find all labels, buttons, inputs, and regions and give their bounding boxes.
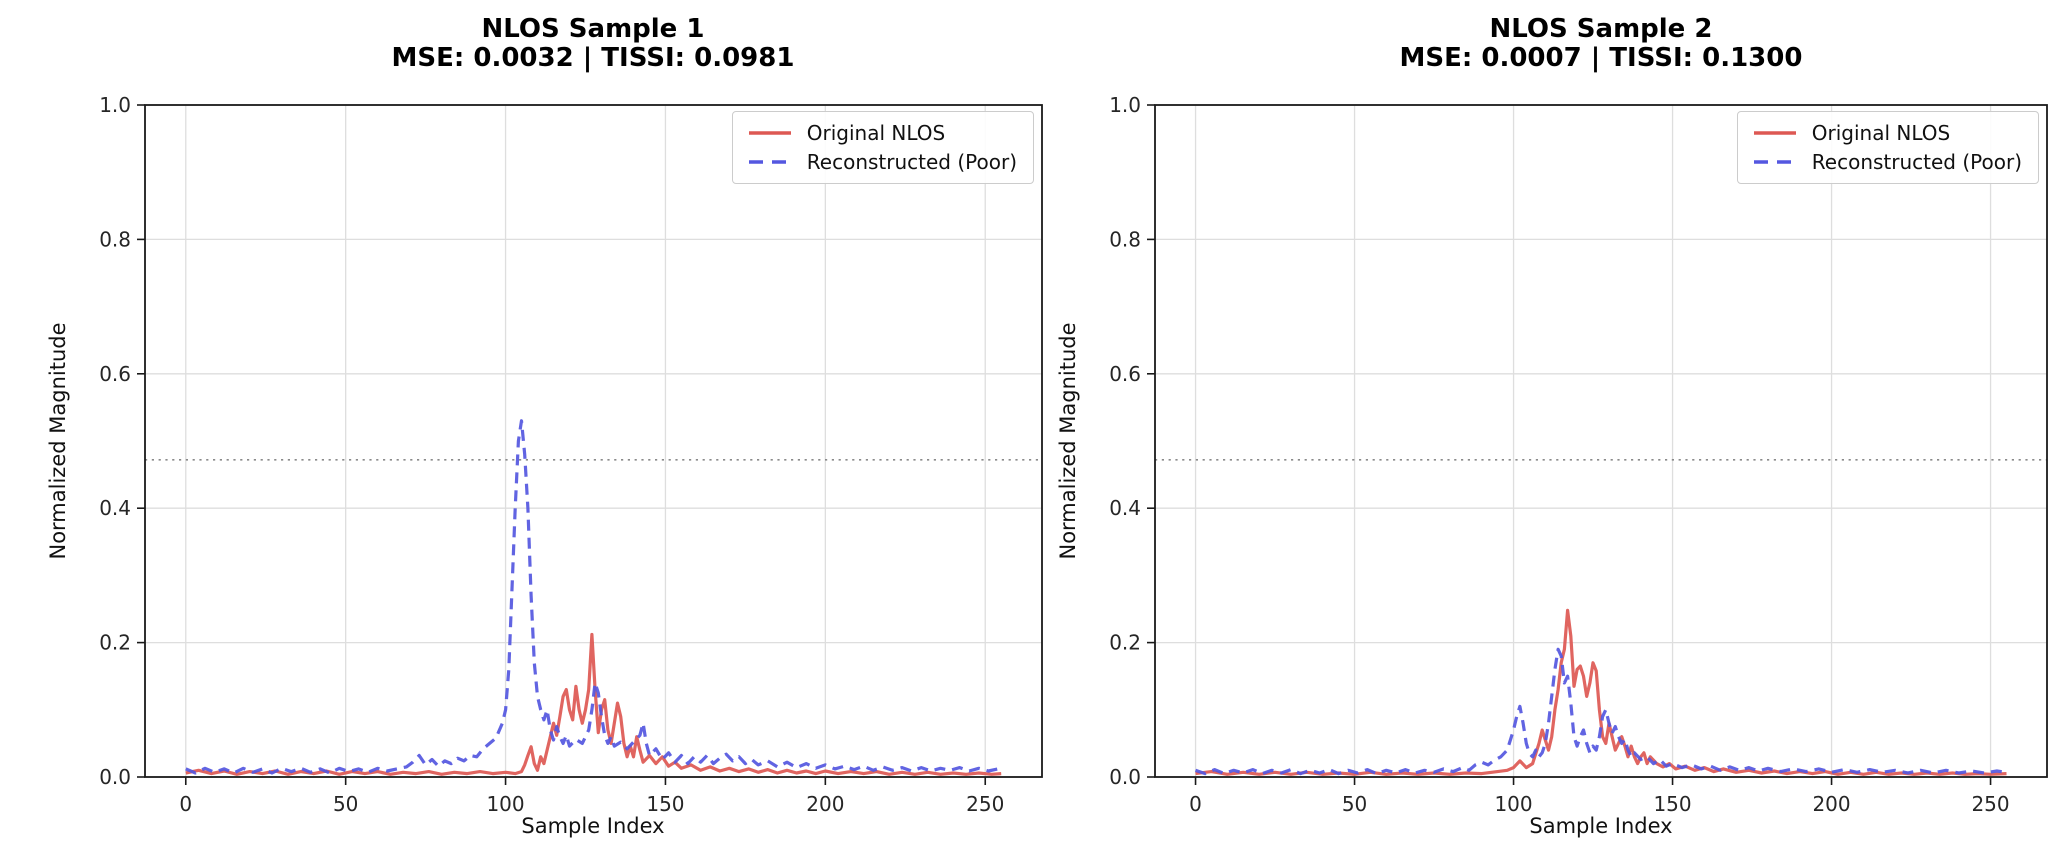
- y-tick-label: 0.0: [1109, 765, 1141, 789]
- legend-line-dashed-icon: [748, 160, 791, 164]
- legend-label-reconstructed: Reconstructed (Poor): [806, 150, 1017, 174]
- chart-2-plot: 0 50 100 150 200 250 0.0 0.2 0.4 0.6 0.8 1.0: [1109, 93, 2048, 816]
- y-tick-label: 0.4: [99, 496, 131, 520]
- chart2-xlabel: Sample Index: [1529, 814, 1673, 838]
- y-tick-label: 0.0: [99, 765, 131, 789]
- y-tick-label: 1.0: [1109, 93, 1141, 117]
- chart1-title: NLOS Sample 1 MSE: 0.0032 | TISSI: 0.098…: [213, 15, 973, 73]
- chart2-ylabel: Normalized Magnitude: [1056, 322, 1080, 560]
- y-tick-label: 0.8: [1109, 227, 1141, 251]
- x-tick-label: 250: [966, 792, 1004, 816]
- x-tick-label: 0: [1189, 792, 1202, 816]
- x-tick-label: 0: [179, 792, 192, 816]
- chart2-title-line2: MSE: 0.0007 | TISSI: 0.1300: [1399, 43, 1803, 73]
- y-tick-label: 0.2: [99, 631, 131, 655]
- legend-line-solid-icon: [1753, 131, 1796, 135]
- legend-line-solid-icon: [748, 131, 791, 135]
- series-line-reconstructed: [1194, 647, 2007, 776]
- y-tick-label: 1.0: [99, 93, 131, 117]
- chart2-title: NLOS Sample 2 MSE: 0.0007 | TISSI: 0.130…: [1221, 15, 1981, 73]
- legend-label-original: Original NLOS: [1811, 121, 1951, 145]
- legend-line-dashed-icon: [1753, 160, 1796, 164]
- axes-spines: [144, 104, 1043, 778]
- x-tick-label: 150: [1653, 792, 1691, 816]
- legend-label-reconstructed: Reconstructed (Poor): [1811, 150, 2022, 174]
- y-tick-label: 0.2: [1109, 631, 1141, 655]
- x-tick-label: 250: [1971, 792, 2009, 816]
- x-tick-label: 200: [806, 792, 844, 816]
- chart-1-plot: 0 50 100 150 200 250 0.0 0.2 0.4 0.6 0.8 1.0: [99, 93, 1043, 816]
- y-tick-label: 0.6: [1109, 362, 1141, 386]
- y-tick-label: 0.4: [1109, 496, 1141, 520]
- x-tick-label: 100: [486, 792, 524, 816]
- legend-item-reconstructed: Reconstructed (Poor): [1752, 150, 2022, 174]
- series-line-reconstructed: [185, 419, 1002, 775]
- chart1-title-line1: NLOS Sample 1: [481, 14, 705, 44]
- x-tick-label: 50: [1342, 792, 1367, 816]
- legend-item-reconstructed: Reconstructed (Poor): [747, 150, 1017, 174]
- legend-item-original: Original NLOS: [747, 121, 1017, 145]
- legend-item-original: Original NLOS: [1752, 121, 2022, 145]
- x-tick-label: 200: [1812, 792, 1850, 816]
- x-tick-label: 50: [333, 792, 358, 816]
- x-tick-label: 100: [1494, 792, 1532, 816]
- chart1-ylabel: Normalized Magnitude: [46, 322, 70, 560]
- chart1-xlabel: Sample Index: [521, 814, 665, 838]
- chart1-title-line2: MSE: 0.0032 | TISSI: 0.0981: [391, 43, 795, 73]
- axes-spines: [1154, 104, 2048, 778]
- legend-label-original: Original NLOS: [806, 121, 946, 145]
- x-tick-label: 150: [646, 792, 684, 816]
- chart1-legend: Original NLOS Reconstructed (Poor): [731, 111, 1034, 184]
- y-tick-label: 0.8: [99, 227, 131, 251]
- chart2-title-line1: NLOS Sample 2: [1489, 14, 1713, 44]
- chart2-legend: Original NLOS Reconstructed (Poor): [1736, 111, 2039, 184]
- series-line-original: [1195, 608, 2007, 776]
- y-tick-label: 0.6: [99, 362, 131, 386]
